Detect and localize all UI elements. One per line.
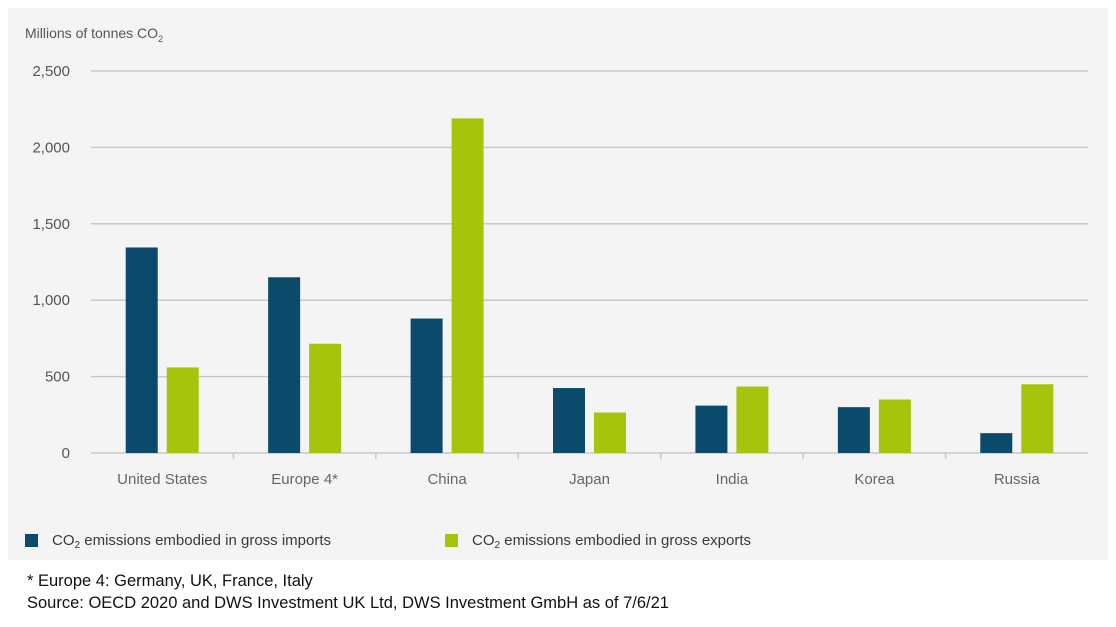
bar-exports (309, 343, 342, 453)
legend-item-imports: CO2 emissions embodied in gross imports (25, 532, 331, 551)
footnote-europe4: * Europe 4: Germany, UK, France, Italy (27, 572, 313, 590)
footnote-source: Source: OECD 2020 and DWS Investment UK … (27, 594, 669, 612)
bar-imports (837, 407, 870, 453)
x-tick-label: Japan (569, 471, 610, 488)
legend-label-imports: CO2 emissions embodied in gross imports (52, 532, 331, 551)
x-tick-label: United States (117, 471, 207, 488)
y-tick-label: 2,500 (32, 63, 70, 80)
legend-label-exports: CO2 emissions embodied in gross exports (472, 532, 752, 551)
x-tick-label: India (716, 471, 749, 488)
y-tick-label: 500 (45, 369, 70, 386)
y-axis-label: Millions of tonnes CO2 (25, 25, 163, 44)
x-tick-label: Europe 4* (271, 471, 338, 488)
x-tick-label: China (427, 471, 467, 488)
bar-imports (553, 388, 585, 453)
bar-exports (451, 118, 484, 454)
chart-panel: Millions of tonnes CO2 0 500 1,000 1,500 2,0… (8, 8, 1108, 560)
bar-imports (268, 277, 301, 453)
legend-swatch-imports (25, 534, 38, 547)
legend-swatch-exports (445, 534, 458, 547)
bar-imports (410, 318, 443, 453)
y-tick-label: 1,500 (32, 216, 70, 233)
x-tick-label: Korea (854, 471, 895, 488)
x-tick-label: Russia (994, 471, 1041, 488)
bar-exports (594, 412, 626, 453)
bar-chart: Millions of tonnes CO2 0 500 1,000 1,500 2,0… (25, 25, 1088, 488)
y-tick-label: 0 (62, 445, 70, 462)
bar-exports (736, 386, 769, 453)
bar-exports (878, 399, 911, 453)
bar-imports (695, 405, 728, 453)
footnotes: * Europe 4: Germany, UK, France, Italy S… (27, 570, 669, 614)
bar-exports (1021, 384, 1054, 453)
y-tick-label: 2,000 (32, 139, 70, 156)
bar-exports (166, 367, 199, 453)
y-tick-label: 1,000 (32, 292, 70, 309)
bar-imports (980, 433, 1013, 453)
bar-imports (125, 247, 158, 453)
legend-item-exports: CO2 emissions embodied in gross exports (445, 532, 752, 551)
